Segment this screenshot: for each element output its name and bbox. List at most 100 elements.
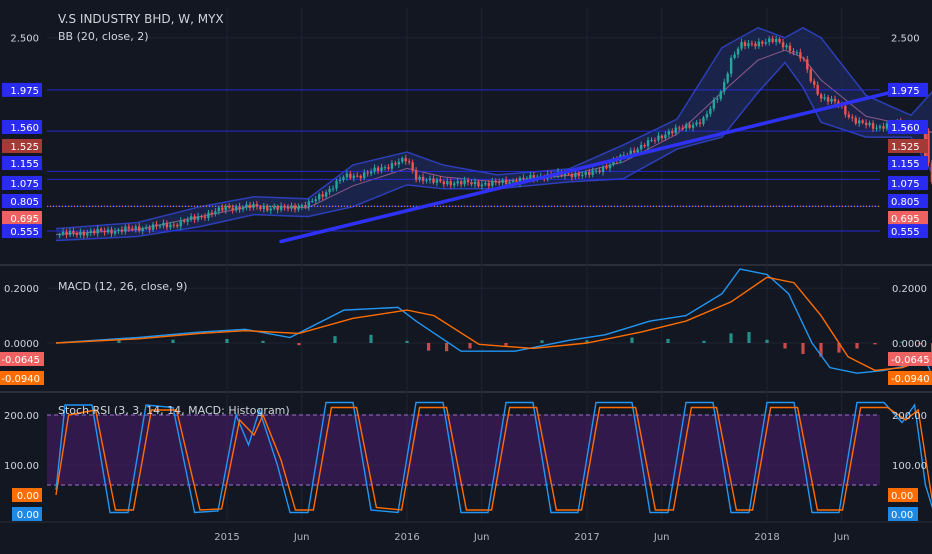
price-axis-badge bbox=[888, 211, 928, 225]
macd-histogram-bar bbox=[369, 334, 373, 343]
candle-body bbox=[525, 178, 529, 180]
candle-body bbox=[813, 81, 816, 85]
candle-body bbox=[702, 117, 705, 124]
candle-body bbox=[868, 123, 871, 126]
price-axis-label: 1.075 bbox=[10, 179, 39, 190]
price-axis-label: 0.805 bbox=[10, 197, 39, 208]
macd-histogram-bar bbox=[900, 341, 904, 343]
candle-body bbox=[172, 224, 176, 226]
candle-body bbox=[819, 94, 823, 99]
candle-body bbox=[86, 232, 89, 236]
candle-body bbox=[930, 162, 932, 183]
candle-body bbox=[761, 41, 764, 44]
candle-body bbox=[864, 122, 868, 126]
candle-body bbox=[72, 230, 75, 234]
macd-value-badge bbox=[888, 352, 932, 366]
candle-body bbox=[193, 216, 196, 220]
macd-value-badge bbox=[0, 371, 44, 385]
candle-body bbox=[82, 231, 86, 236]
candle-body bbox=[854, 117, 857, 124]
macd-histogram-bar bbox=[117, 340, 121, 343]
candle-body bbox=[636, 149, 639, 153]
stoch-value-label: 0.00 bbox=[891, 510, 913, 521]
candle-body bbox=[698, 122, 702, 124]
candle-body bbox=[747, 43, 750, 46]
candle-body bbox=[380, 167, 383, 171]
candle-body bbox=[321, 194, 324, 197]
candle-body bbox=[245, 204, 248, 208]
time-tick-label: 2016 bbox=[394, 532, 419, 543]
macd-value-badge bbox=[0, 352, 44, 366]
price-axis-badge bbox=[888, 120, 928, 134]
candle-body bbox=[290, 205, 293, 209]
price-axis-label: 1.975 bbox=[10, 86, 39, 97]
candle-body bbox=[477, 181, 480, 187]
candle-body bbox=[241, 207, 245, 210]
candle-body bbox=[875, 127, 878, 129]
candle-body bbox=[428, 178, 432, 181]
macd-value-label: -0.0940 bbox=[1, 374, 40, 385]
candle-body bbox=[65, 231, 68, 235]
stoch-k-line bbox=[55, 401, 932, 514]
candle-body bbox=[366, 172, 369, 174]
candle-body bbox=[179, 220, 182, 227]
macd-histogram-bar bbox=[630, 337, 634, 343]
candle-body bbox=[376, 167, 380, 171]
candle-body bbox=[577, 173, 581, 176]
candle-body bbox=[466, 180, 470, 183]
candle-body bbox=[352, 175, 356, 179]
candle-body bbox=[449, 181, 452, 186]
candle-body bbox=[678, 127, 681, 129]
candle-body bbox=[733, 54, 736, 58]
price-axis-badge bbox=[888, 139, 928, 153]
candle-body bbox=[124, 226, 127, 232]
macd-histogram-bar bbox=[445, 343, 449, 352]
candle-body bbox=[522, 177, 525, 179]
candle-body bbox=[885, 123, 889, 129]
price-axis-label: 1.075 bbox=[891, 179, 920, 190]
candle-body bbox=[176, 224, 179, 227]
candle-body bbox=[643, 145, 646, 147]
trendline-group[interactable] bbox=[279, 85, 913, 244]
candle-body bbox=[273, 206, 276, 209]
candle-body bbox=[778, 38, 781, 43]
candle-body bbox=[501, 179, 504, 183]
candle-body bbox=[425, 180, 428, 182]
candle-body bbox=[650, 140, 653, 142]
horizontal-levels bbox=[47, 89, 880, 232]
candle-body bbox=[252, 204, 255, 208]
candle-body bbox=[75, 233, 79, 236]
macd-histogram-bar bbox=[801, 343, 805, 354]
candle-body bbox=[314, 199, 317, 201]
candle-body bbox=[622, 155, 626, 157]
stoch-value-label: 0.00 bbox=[17, 491, 39, 502]
candle-body bbox=[809, 69, 812, 82]
candle-body bbox=[480, 184, 484, 187]
price-axis-badge bbox=[2, 194, 42, 208]
price-axis-badge bbox=[888, 224, 928, 239]
candle-body bbox=[750, 43, 754, 45]
candle-body bbox=[639, 145, 643, 150]
candle-body bbox=[871, 123, 875, 129]
time-tick-label: 2017 bbox=[574, 532, 599, 543]
candle-body bbox=[605, 166, 608, 169]
candle-body bbox=[823, 97, 826, 99]
candle-body bbox=[311, 200, 314, 202]
candle-body bbox=[103, 230, 106, 233]
price-axis-badge bbox=[888, 82, 928, 97]
candle-body bbox=[570, 174, 574, 178]
candle-body bbox=[816, 84, 819, 95]
candle-body bbox=[681, 128, 684, 130]
candle-body bbox=[833, 98, 837, 102]
candle-body bbox=[138, 226, 141, 231]
candle-body bbox=[878, 126, 882, 128]
candle-body bbox=[470, 182, 473, 185]
candle-body bbox=[279, 205, 283, 210]
candle-body bbox=[387, 167, 390, 169]
candle-body bbox=[328, 188, 331, 193]
trendline[interactable] bbox=[279, 85, 913, 244]
candle-body bbox=[463, 180, 466, 185]
candle-body bbox=[847, 114, 851, 118]
